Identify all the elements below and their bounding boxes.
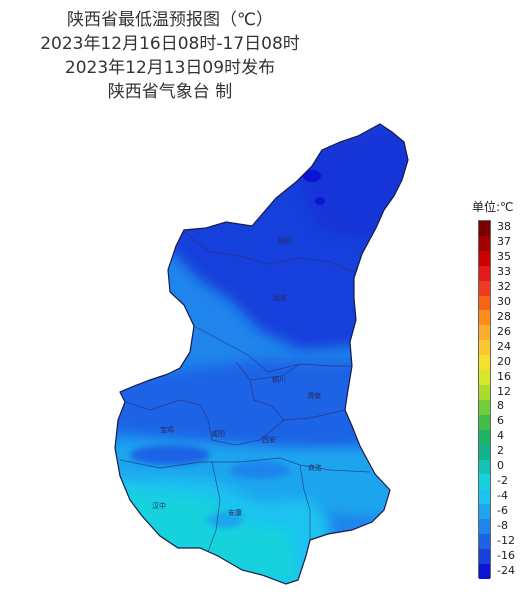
city-borders bbox=[119, 231, 371, 553]
legend-swatch bbox=[479, 280, 490, 296]
legend-swatch bbox=[479, 384, 490, 400]
legend-label: -4 bbox=[497, 488, 508, 502]
legend-swatch bbox=[479, 474, 490, 490]
legend-label: -2 bbox=[497, 474, 508, 488]
issuer: 陕西省气象台 制 bbox=[107, 82, 233, 102]
legend-label: 8 bbox=[497, 399, 504, 413]
city-label-baoji: 宝鸡 bbox=[160, 425, 174, 434]
legend-label: 24 bbox=[497, 339, 511, 353]
legend-swatch bbox=[479, 250, 490, 266]
city-label-shangluo: 商洛 bbox=[308, 463, 322, 472]
legend-label: 32 bbox=[497, 280, 511, 294]
legend-swatch bbox=[479, 548, 490, 564]
legend-label: 37 bbox=[497, 235, 511, 249]
legend-swatch bbox=[479, 325, 490, 341]
legend-swatch bbox=[479, 563, 490, 579]
city-labels: 榆林 延安 铜川 渭南 宝鸡 咸阳 西安 商洛 汉中 安康 bbox=[152, 236, 322, 517]
coldest-spot-1 bbox=[303, 170, 321, 182]
legend-label: -16 bbox=[497, 548, 515, 562]
city-label-weinan: 渭南 bbox=[307, 391, 321, 400]
legend-label: -6 bbox=[497, 503, 508, 517]
legend-label: 20 bbox=[497, 354, 511, 368]
legend-label: 28 bbox=[497, 309, 511, 323]
issue-time: 2023年12月13日09时发布 bbox=[64, 58, 276, 78]
forecast-period: 2023年12月16日08时-17日08时 bbox=[40, 34, 300, 54]
map-title: 陕西省最低温预报图（℃） bbox=[66, 10, 274, 30]
legend-label: -12 bbox=[497, 533, 515, 547]
band-minus-2 bbox=[120, 490, 300, 580]
legend-swatch bbox=[479, 399, 490, 415]
map-title-block: 陕西省最低温预报图（℃） 2023年12月16日08时-17日08时 2023年… bbox=[0, 8, 340, 104]
legend-label: 6 bbox=[497, 414, 504, 428]
city-label-yulin: 榆林 bbox=[278, 236, 292, 245]
legend-label: 16 bbox=[497, 369, 511, 383]
legend-unit-title: 单位:℃ bbox=[472, 200, 514, 214]
qinling-cold-west bbox=[130, 445, 210, 465]
legend-swatch bbox=[479, 370, 490, 385]
legend-swatch bbox=[479, 340, 490, 356]
legend-swatch bbox=[479, 265, 490, 281]
legend-label: 0 bbox=[497, 459, 504, 473]
legend-swatch bbox=[479, 429, 490, 445]
legend-color-bar bbox=[478, 220, 491, 579]
legend-swatch bbox=[479, 235, 490, 251]
city-label-yanan: 延安 bbox=[273, 293, 287, 302]
legend-swatch bbox=[479, 310, 490, 326]
daba-cool-spot bbox=[207, 512, 243, 528]
city-label-ankang: 安康 bbox=[228, 508, 242, 517]
legend-label: -8 bbox=[497, 518, 508, 532]
city-label-tongchuan: 铜川 bbox=[272, 375, 286, 384]
coldest-spot-2 bbox=[315, 197, 325, 205]
legend-swatch bbox=[479, 295, 490, 311]
legend-swatch bbox=[479, 534, 490, 549]
legend-swatch bbox=[479, 519, 490, 535]
legend-swatch bbox=[479, 414, 490, 430]
legend-swatch bbox=[479, 504, 490, 520]
temperature-fill bbox=[115, 124, 408, 584]
city-label-xianyang: 咸阳 bbox=[211, 429, 225, 438]
legend-label: 30 bbox=[497, 295, 511, 309]
qinling-cold-central bbox=[230, 461, 290, 479]
legend-label: 35 bbox=[497, 250, 511, 264]
legend-label: 12 bbox=[497, 384, 511, 398]
legend-label: -24 bbox=[497, 563, 515, 577]
legend-label: 2 bbox=[497, 444, 504, 458]
legend-swatch bbox=[479, 459, 490, 475]
legend-swatch bbox=[479, 444, 490, 460]
city-label-hanzhong: 汉中 bbox=[152, 501, 166, 510]
legend-label: 26 bbox=[497, 324, 511, 338]
eastern-cold-spot bbox=[308, 420, 352, 440]
legend-swatch bbox=[479, 355, 490, 371]
city-label-xian: 西安 bbox=[262, 435, 276, 444]
legend-label: 38 bbox=[497, 220, 511, 234]
legend-label: 4 bbox=[497, 429, 504, 443]
legend-swatch bbox=[479, 489, 490, 505]
legend-label: 33 bbox=[497, 265, 511, 279]
legend-swatch bbox=[479, 221, 490, 236]
